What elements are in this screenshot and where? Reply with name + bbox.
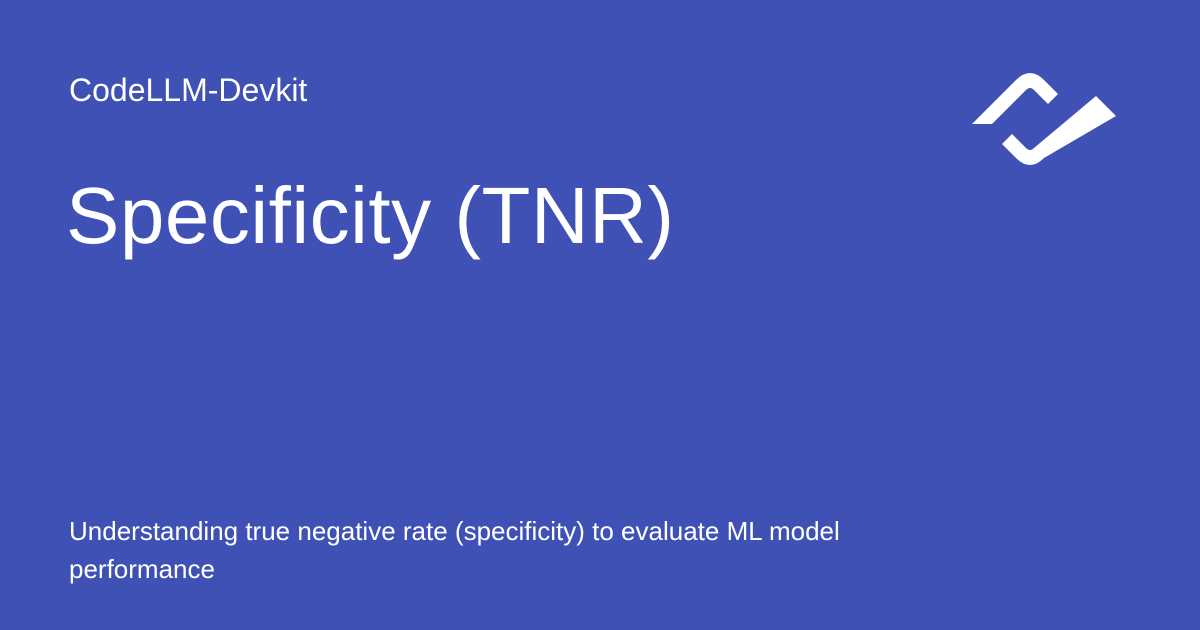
devkit-logo-icon bbox=[968, 56, 1120, 184]
page-title: Specificity (TNR) bbox=[66, 171, 675, 260]
site-name: CodeLLM-Devkit bbox=[69, 72, 308, 108]
page-description: Understanding true negative rate (specif… bbox=[69, 516, 840, 584]
